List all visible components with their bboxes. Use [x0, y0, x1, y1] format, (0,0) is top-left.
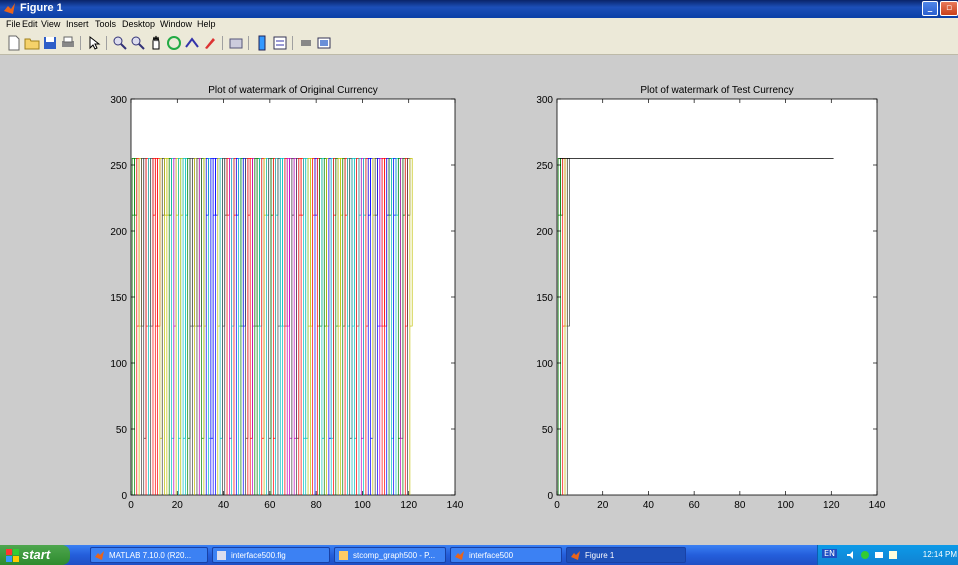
menu-view[interactable]: View	[41, 19, 61, 29]
axes-background	[556, 98, 878, 496]
figure-svg: 0 20 40 60 80 100 120 140050100150200250300Plot…	[110, 85, 885, 511]
open-file-icon[interactable]	[24, 35, 40, 51]
new-figure-icon[interactable]	[6, 35, 22, 51]
start-button[interactable]: start	[0, 545, 70, 565]
y-tick-label: 200	[110, 227, 127, 238]
window-title: Figure 1	[20, 2, 63, 14]
figure-toolbar	[0, 32, 958, 55]
zoom-out-icon[interactable]	[130, 35, 146, 51]
x-tick-label: 20	[172, 500, 184, 511]
tray-app-icon[interactable]	[888, 550, 898, 560]
system-tray: EN 12:14 PM	[817, 545, 958, 565]
chart-title: Plot of watermark of Test Currency	[640, 85, 793, 96]
menu-bar: File Edit View Insert Tools Desktop Wind…	[0, 18, 958, 32]
y-tick-label: 100	[110, 359, 127, 370]
x-tick-label: 140	[869, 500, 886, 511]
x-tick-label: 60	[264, 500, 276, 511]
select-arrow-icon[interactable]	[86, 35, 102, 51]
print-icon[interactable]	[60, 35, 76, 51]
axes-background	[130, 98, 456, 496]
maximize-button[interactable]: ▫	[940, 1, 958, 16]
x-tick-label: 100	[354, 500, 371, 511]
minimize-button[interactable]: _	[922, 1, 938, 16]
editor-icon	[339, 551, 348, 560]
x-tick-label: 0	[554, 500, 560, 511]
menu-desktop[interactable]: Desktop	[122, 19, 156, 29]
x-tick-label: 40	[218, 500, 230, 511]
clock: 12:14 PM	[922, 550, 957, 559]
security-icon[interactable]	[860, 550, 870, 560]
x-tick-label: 120	[400, 500, 417, 511]
axes-test-currency: 0 20 40 60 80 100 120 140 0 50 100 150 200 250 300 Plot…	[536, 85, 885, 511]
x-tick-label: 20	[597, 500, 609, 511]
task-interface500[interactable]: interface500	[450, 547, 562, 563]
x-tick-label: 100	[777, 500, 794, 511]
window-titlebar[interactable]: Figure 1 _ ▫	[0, 0, 958, 18]
link-plot-icon[interactable]	[228, 35, 244, 51]
x-tick-label: 40	[643, 500, 655, 511]
task-matlab[interactable]: MATLAB 7.10.0 (R20...	[90, 547, 208, 563]
colorbar-icon[interactable]	[254, 35, 270, 51]
matlab-logo-icon	[4, 3, 15, 14]
y-tick-label: 50	[116, 425, 128, 436]
menu-insert[interactable]: Insert	[66, 19, 89, 29]
y-tick-label: 300	[536, 95, 553, 106]
windows-logo-icon	[6, 549, 19, 562]
y-tick-label: 0	[121, 491, 127, 502]
x-tick-label: 0	[128, 500, 134, 511]
hide-plot-tools-icon[interactable]	[298, 35, 314, 51]
save-icon[interactable]	[42, 35, 58, 51]
figure-file-icon	[217, 551, 226, 560]
matlab-logo-icon	[455, 551, 464, 560]
y-tick-label: 100	[536, 359, 553, 370]
menu-help[interactable]: Help	[197, 19, 216, 29]
y-tick-label: 150	[110, 293, 127, 304]
menu-edit[interactable]: Edit	[22, 19, 38, 29]
x-tick-label: 60	[689, 500, 701, 511]
zoom-in-icon[interactable]	[112, 35, 128, 51]
axes-original-currency: 0 20 40 60 80 100 120 140 0 50 100 150 200 250 300 Plot…	[110, 85, 463, 511]
rotate-3d-icon[interactable]	[166, 35, 182, 51]
y-tick-label: 250	[110, 161, 127, 172]
legend-icon[interactable]	[272, 35, 288, 51]
y-tick-label: 150	[536, 293, 553, 304]
y-tick-label: 0	[547, 491, 553, 502]
volume-icon[interactable]	[846, 550, 856, 560]
show-plot-tools-icon[interactable]	[316, 35, 332, 51]
taskbar: start MATLAB 7.10.0 (R20... interface500…	[0, 545, 958, 565]
language-indicator[interactable]: EN	[822, 549, 838, 558]
x-tick-label: 140	[447, 500, 464, 511]
brush-icon[interactable]	[202, 35, 218, 51]
y-tick-label: 300	[110, 95, 127, 106]
series-line-121	[409, 158, 413, 495]
start-label: start	[22, 547, 51, 562]
y-tick-label: 250	[536, 161, 553, 172]
figure-canvas[interactable]: 0 20 40 60 80 100 120 140 0 50 100 150 200 250 300 Plot…	[0, 55, 958, 545]
x-tick-label: 80	[311, 500, 323, 511]
x-tick-label: 120	[823, 500, 840, 511]
task-interface500-fig[interactable]: interface500.fig	[212, 547, 330, 563]
task-figure-1[interactable]: Figure 1	[566, 547, 686, 563]
y-tick-label: 200	[536, 227, 553, 238]
pan-icon[interactable]	[148, 35, 164, 51]
menu-window[interactable]: Window	[160, 19, 193, 29]
y-tick-label: 50	[542, 425, 554, 436]
menu-file[interactable]: File	[6, 19, 21, 29]
chart-title: Plot of watermark of Original Currency	[208, 85, 378, 96]
data-cursor-icon[interactable]	[184, 35, 200, 51]
menu-tools[interactable]: Tools	[95, 19, 117, 29]
network-icon[interactable]	[874, 550, 884, 560]
matlab-logo-icon	[95, 551, 104, 560]
matlab-logo-icon	[571, 551, 580, 560]
task-stcomp-graph500[interactable]: stcomp_graph500 - P...	[334, 547, 446, 563]
x-tick-label: 80	[734, 500, 746, 511]
